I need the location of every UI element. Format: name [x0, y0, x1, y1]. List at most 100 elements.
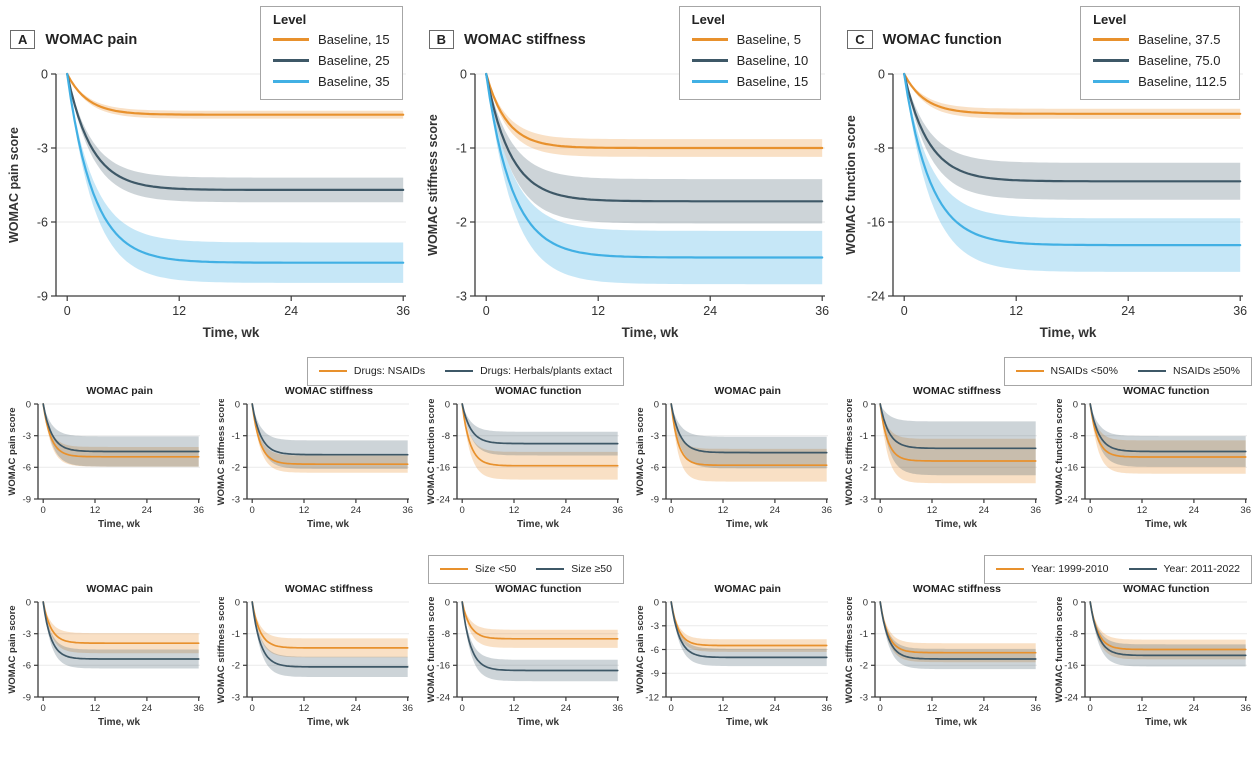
x-tick-label: 0: [459, 703, 464, 714]
x-tick-label: 12: [1136, 703, 1147, 714]
plot-canvas: 0 -3 -6 -9 0 12 24 36 Time, wk WOMAC pain score: [7, 399, 204, 530]
y-tick-label: -1: [455, 141, 466, 155]
legend-box: Size <50 Size ≥50: [428, 554, 624, 584]
y-tick-label: -3: [23, 629, 31, 640]
y-axis-label: WOMAC function score: [1054, 399, 1065, 505]
y-tick-label: -16: [1064, 661, 1078, 672]
x-tick-label: 36: [815, 304, 829, 318]
x-tick-label: 36: [1031, 505, 1042, 516]
legend-swatch: [273, 38, 310, 41]
x-axis-label: Time, wk: [935, 519, 977, 530]
y-tick-label: -2: [860, 463, 868, 474]
subplot-title: WOMAC pain: [86, 385, 153, 397]
x-tick-label: 12: [718, 505, 729, 516]
legend-label: Baseline, 15: [736, 74, 809, 89]
x-tick-label: 24: [1188, 703, 1199, 714]
x-tick-label: 24: [560, 505, 571, 516]
subplot-womac-stiffness: WOMAC stiffness 0 -1 -2 -3 0 12 24 36 Time, wk WOM…: [837, 582, 1046, 752]
panel-label-box: B: [428, 30, 454, 49]
group-panels-row: WOMAC pain 0 -3 -6 -9 0 12 24 36 Time, wk WOMAC pa…: [0, 582, 628, 752]
legend-swatch: [536, 568, 565, 570]
x-axis-label: Time, wk: [517, 717, 559, 728]
x-tick-label: 24: [351, 703, 362, 714]
y-tick-label: -9: [23, 494, 31, 505]
y-tick-label: -16: [436, 661, 450, 672]
x-tick-label: 0: [41, 703, 46, 714]
legend-item: Size <50: [440, 559, 516, 580]
group-panels-row: WOMAC pain 0 -3 -6 -9 0 12 24 36 Time, wk WOMAC pa…: [628, 384, 1256, 554]
legend-box: Drugs: NSAIDs Drugs: Herbals/plants extac…: [306, 356, 624, 386]
x-tick-label: 24: [979, 505, 990, 516]
x-tick-label: 0: [669, 505, 674, 516]
legend-label: Baseline, 15: [318, 32, 390, 47]
x-tick-label: 12: [90, 703, 101, 714]
x-tick-label: 36: [396, 304, 410, 318]
x-tick-label: 36: [193, 703, 204, 714]
subgroup-row: Size <50 Size ≥50 WOMAC pain 0 -3 -6 -9 0 12 24 36…: [0, 554, 1256, 754]
legend-item: Baseline, 112.5: [1093, 71, 1227, 92]
x-tick-label: 24: [142, 505, 153, 516]
subplot-title: WOMAC pain: [714, 385, 781, 397]
legend-label: Baseline, 5: [736, 32, 801, 47]
subgroup-rows: Drugs: NSAIDs Drugs: Herbals/plants extac…: [0, 356, 1256, 754]
y-axis-label: WOMAC stiffness score: [216, 597, 227, 703]
x-tick-label: 12: [508, 703, 519, 714]
group-legend-row: Size <50 Size ≥50: [0, 554, 628, 584]
x-tick-label: 24: [703, 304, 717, 318]
x-tick-label: 36: [821, 703, 832, 714]
x-tick-label: 24: [1188, 505, 1199, 516]
legend-item: NSAIDs ≥50%: [1137, 361, 1240, 382]
y-axis-label: WOMAC pain score: [7, 605, 18, 693]
x-tick-label: 36: [1031, 703, 1042, 714]
y-tick-label: -2: [232, 661, 240, 672]
legend-label: Baseline, 75.0: [1138, 53, 1221, 68]
y-tick-label: -9: [37, 289, 48, 303]
panel-title: WOMAC function: [882, 31, 1002, 48]
subplot-womac-function: WOMAC function 0 -8 -16 -24 0 12 24 36 Time, wk WO…: [1047, 384, 1256, 554]
subplot-womac-pain: WOMAC pain 0 -3 -6 -9 0 12 24 36 Time, wk WOMAC pa…: [628, 384, 837, 554]
x-axis-label: Time, wk: [307, 519, 349, 530]
legend-item: Baseline, 35: [273, 71, 390, 92]
x-tick-label: 24: [770, 505, 781, 516]
legend-box: Level Baseline, 15 Baseline, 25 Baseline, 3…: [260, 6, 403, 100]
subplot-womac-function: WOMAC function 0 -8 -16 -24 0 12 24 36 Time, wk WO…: [419, 384, 628, 554]
legend-item: Baseline, 25: [273, 50, 390, 71]
subplot-title: WOMAC stiffness: [912, 583, 1001, 595]
panel-group: Drugs: NSAIDs Drugs: Herbals/plants extac…: [0, 356, 628, 556]
y-tick-label: -3: [860, 494, 868, 505]
plot-canvas: 0 -1 -2 -3 0 12 24 36 Time, wk WOMAC stiffness sc…: [216, 399, 413, 530]
y-tick-label: 0: [1072, 399, 1077, 410]
x-tick-label: 12: [299, 703, 310, 714]
y-tick-label: 0: [878, 67, 885, 81]
y-axis-label: WOMAC function score: [426, 399, 437, 505]
legend-box: Level Baseline, 5 Baseline, 10 Baseline, 15: [678, 6, 822, 100]
plot-canvas: 0 -8 -16 -24 0 12 24 36 Time, wk WOMAC function s…: [1054, 597, 1251, 728]
legend-item: Baseline, 37.5: [1093, 29, 1227, 50]
top-panel-b: B WOMAC stiffness Level Baseline, 5 Baseline…: [419, 4, 838, 356]
y-tick-label: -3: [455, 289, 466, 303]
plot-canvas: 0 -3 -6 -9 -12 0 12 24 36 Time, wk WOMAC pain scor…: [635, 597, 832, 728]
y-tick-label: -2: [860, 661, 868, 672]
y-tick-label: 0: [26, 597, 31, 608]
legend-item: Size ≥50: [536, 559, 612, 580]
x-axis-label: Time, wk: [98, 519, 140, 530]
subplot-title: WOMAC pain: [714, 583, 781, 595]
plot-canvas: 0 -3 -6 -9 0 12 24 36 Time, wk WOMAC pain score: [7, 597, 204, 728]
legend-swatch: [691, 59, 728, 62]
x-tick-label: 0: [878, 703, 883, 714]
x-tick-label: 0: [669, 703, 674, 714]
x-tick-label: 12: [1136, 505, 1147, 516]
y-tick-label: -24: [436, 494, 450, 505]
x-tick-label: 12: [927, 505, 938, 516]
plot-canvas: 0 -1 -2 -3 0 12 24 36 Time, wk WOMAC stiffness sc…: [844, 399, 1042, 530]
legend-label: Baseline, 10: [736, 53, 809, 68]
group-legend-row: Drugs: NSAIDs Drugs: Herbals/plants extac…: [0, 356, 628, 386]
y-tick-label: -6: [23, 463, 31, 474]
subplot-title: WOMAC function: [1123, 385, 1210, 397]
y-tick-label: -24: [867, 289, 885, 303]
y-tick-label: -16: [867, 215, 885, 229]
legend-swatch: [691, 80, 728, 83]
legend-item: Baseline, 10: [691, 50, 809, 71]
y-axis-label: WOMAC pain score: [7, 407, 18, 495]
x-tick-label: 24: [979, 703, 990, 714]
